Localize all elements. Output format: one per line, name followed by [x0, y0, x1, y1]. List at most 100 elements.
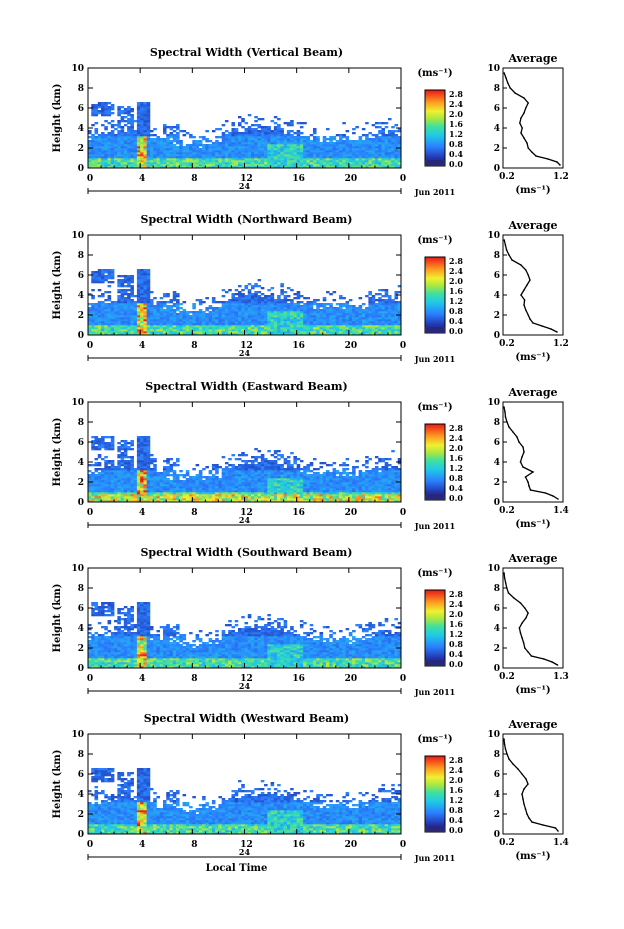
- heatmap-cell: [208, 478, 213, 481]
- heatmap-cell: [286, 327, 291, 330]
- heatmap-cell: [156, 313, 161, 316]
- heatmap-cell: [123, 315, 128, 318]
- heatmap-cell: [299, 319, 304, 322]
- heatmap-cell: [110, 134, 115, 137]
- heatmap-cell: [241, 303, 245, 306]
- heatmap-cell: [234, 146, 239, 149]
- heatmap-cell: [254, 291, 258, 294]
- heatmap-cell: [202, 166, 206, 169]
- heatmap-cell: [260, 301, 265, 304]
- heatmap-cell: [120, 285, 125, 288]
- heatmap-cell: [251, 132, 255, 135]
- heatmap-cell: [316, 154, 320, 157]
- heatmap-cell: [136, 162, 141, 165]
- heatmap-cell: [326, 321, 330, 324]
- heatmap-cell: [205, 498, 209, 501]
- heatmap-cell: [319, 313, 324, 316]
- heatmap-cell: [149, 142, 154, 145]
- heatmap-cell: [94, 494, 99, 497]
- heatmap-cell: [202, 317, 206, 320]
- heatmap-cell: [290, 160, 294, 163]
- heatmap-cell: [117, 486, 121, 489]
- heatmap-cell: [234, 480, 239, 483]
- heatmap-cell: [237, 158, 242, 161]
- heatmap-cell: [316, 333, 320, 336]
- heatmap-cell: [345, 307, 350, 310]
- heatmap-cell: [146, 494, 151, 497]
- heatmap-cell: [215, 319, 219, 322]
- average-unit: (ms⁻¹): [515, 352, 550, 363]
- heatmap-cell: [221, 305, 226, 308]
- heatmap-cell: [394, 311, 399, 314]
- heatmap-cell: [267, 323, 271, 326]
- heatmap-cell: [335, 148, 340, 151]
- heatmap-cell: [97, 110, 102, 113]
- heatmap-cell: [107, 140, 112, 143]
- heatmap-cell: [387, 315, 392, 318]
- heatmap-cell: [156, 478, 161, 481]
- heatmap-cell: [159, 492, 164, 495]
- heatmap-cell: [110, 108, 115, 111]
- heatmap-cell: [348, 140, 353, 143]
- heatmap-cell: [169, 333, 174, 336]
- heatmap-cell: [335, 313, 340, 316]
- heatmap-cell: [120, 140, 125, 143]
- heatmap-cell: [117, 106, 121, 109]
- heatmap-cell: [365, 317, 369, 320]
- heatmap-cell: [198, 470, 203, 473]
- heatmap-cell: [277, 295, 281, 298]
- heatmap-cell: [224, 307, 229, 310]
- heatmap-cell: [123, 454, 128, 457]
- heatmap-cell: [140, 132, 144, 135]
- heatmap-cell: [104, 114, 108, 117]
- heatmap-cell: [273, 156, 278, 159]
- heatmap-cell: [355, 317, 359, 320]
- heatmap-cell: [257, 327, 262, 330]
- heatmap-cell: [176, 323, 180, 326]
- heatmap-cell: [189, 492, 193, 495]
- heatmap-cell: [326, 329, 330, 332]
- colorbar-floor: [425, 160, 445, 166]
- heatmap-cell: [156, 166, 161, 169]
- heatmap-cell: [104, 325, 108, 328]
- heatmap-cell: [241, 146, 245, 149]
- heatmap-cell: [270, 297, 275, 300]
- heatmap-cell: [146, 466, 151, 469]
- heatmap-cell: [104, 468, 108, 471]
- heatmap-cell: [215, 492, 219, 495]
- heatmap-cell: [127, 317, 131, 320]
- heatmap-cell: [120, 494, 125, 497]
- heatmap-cell: [110, 164, 115, 167]
- heatmap-cell: [329, 158, 333, 161]
- heatmap-cell: [91, 150, 95, 153]
- heatmap-cell: [133, 329, 138, 332]
- heatmap-cell: [104, 144, 108, 147]
- heatmap-cell: [237, 136, 242, 139]
- heatmap-cell: [371, 321, 376, 324]
- heatmap-cell: [251, 327, 255, 330]
- heatmap-cell: [231, 156, 236, 159]
- heatmap-cell: [231, 323, 236, 326]
- heatmap-cell: [309, 325, 314, 328]
- heatmap-cell: [94, 323, 99, 326]
- heatmap-cell: [322, 152, 327, 155]
- heatmap-cell: [110, 152, 115, 155]
- heatmap-cell: [348, 299, 353, 302]
- heatmap-cell: [172, 478, 177, 481]
- heatmap-cell: [280, 146, 284, 149]
- heatmap-cell: [283, 144, 288, 147]
- heatmap-cell: [176, 305, 180, 308]
- heatmap-cell: [316, 152, 320, 155]
- heatmap-cell: [104, 303, 108, 306]
- heatmap-cell: [241, 323, 245, 326]
- heatmap-cell: [104, 136, 108, 139]
- heatmap-cell: [306, 301, 311, 304]
- heatmap-cell: [237, 494, 242, 497]
- heatmap-cell: [319, 331, 324, 334]
- heatmap-cell: [218, 488, 222, 491]
- heatmap-cell: [176, 138, 180, 141]
- heatmap-cell: [123, 470, 128, 473]
- heatmap-cell: [221, 146, 226, 149]
- heatmap-cell: [241, 148, 245, 151]
- heatmap-cell: [185, 327, 190, 330]
